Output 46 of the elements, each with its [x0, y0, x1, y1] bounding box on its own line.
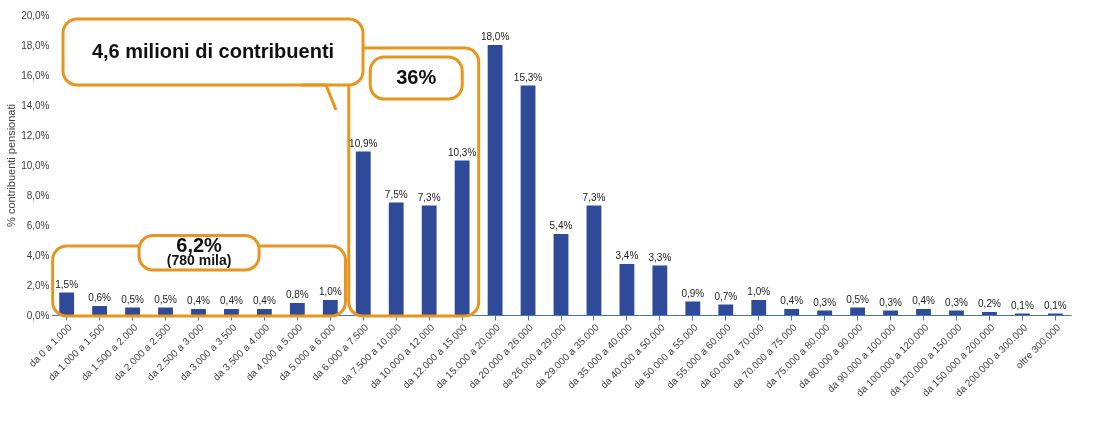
y-tick-label: 2,0%	[26, 279, 50, 291]
data-label: 0,1%	[1010, 299, 1034, 311]
y-tick-label: 16,0%	[21, 69, 50, 81]
annotation: 4,6 milioni di contribuenti	[91, 40, 335, 62]
y-tick-label: 10,0%	[21, 159, 50, 171]
annotation: 6,2%	[176, 234, 223, 256]
annotation: 36%	[396, 66, 437, 88]
data-label: 0,1%	[1043, 299, 1067, 311]
y-tick-label: 18,0%	[21, 39, 50, 51]
data-label: 1,5%	[55, 278, 79, 290]
data-label: 1,0%	[747, 286, 771, 297]
data-label: 3,4%	[615, 250, 639, 261]
data-label: 10,3%	[447, 146, 477, 158]
data-label: 0,4%	[252, 295, 276, 306]
data-label: 10,9%	[349, 137, 378, 149]
data-label: 15,3%	[513, 71, 543, 83]
data-label: 3,3%	[648, 251, 672, 263]
data-label: 0,4%	[780, 295, 804, 306]
data-label: 0,5%	[154, 293, 178, 305]
data-label: 0,9%	[681, 287, 705, 299]
y-tick-label: 8,0%	[26, 189, 50, 201]
y-tick-label: 6,0%	[26, 219, 50, 231]
data-label: 18,0%	[480, 31, 510, 42]
y-tick-label: 20,0%	[21, 9, 50, 21]
data-label: 0,3%	[945, 296, 968, 308]
data-label: 7,5%	[384, 188, 408, 200]
data-label: 0,3%	[813, 296, 837, 308]
data-label: 0,3%	[879, 296, 903, 308]
y-tick-label: 4,0%	[26, 249, 50, 261]
data-label: 7,3%	[417, 191, 441, 203]
data-label: 0,6%	[88, 292, 112, 303]
data-label: 0,7%	[714, 290, 738, 302]
y-tick-label: 0,0%	[26, 309, 50, 321]
y-tick-label: 14,0%	[21, 99, 50, 111]
data-label: 0,5%	[121, 293, 145, 305]
data-label: 5,4%	[549, 220, 573, 231]
data-label: 0,5%	[846, 293, 870, 305]
data-label: 0,8%	[285, 289, 309, 300]
y-axis-title: % contribuenti pensionati	[5, 104, 18, 227]
y-tick-label: 12,0%	[21, 129, 50, 141]
data-label: 0,4%	[220, 295, 243, 306]
data-label: 0,4%	[187, 295, 210, 306]
data-label: 1,0%	[318, 286, 342, 297]
data-label: 7,3%	[582, 191, 606, 203]
data-label: 0,2%	[978, 298, 1001, 309]
data-label: 0,4%	[912, 295, 936, 306]
